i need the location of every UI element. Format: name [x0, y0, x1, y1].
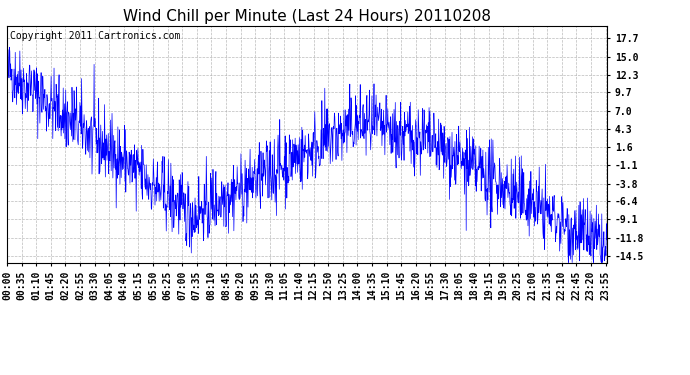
- Text: Copyright 2011 Cartronics.com: Copyright 2011 Cartronics.com: [10, 31, 180, 41]
- Title: Wind Chill per Minute (Last 24 Hours) 20110208: Wind Chill per Minute (Last 24 Hours) 20…: [123, 9, 491, 24]
